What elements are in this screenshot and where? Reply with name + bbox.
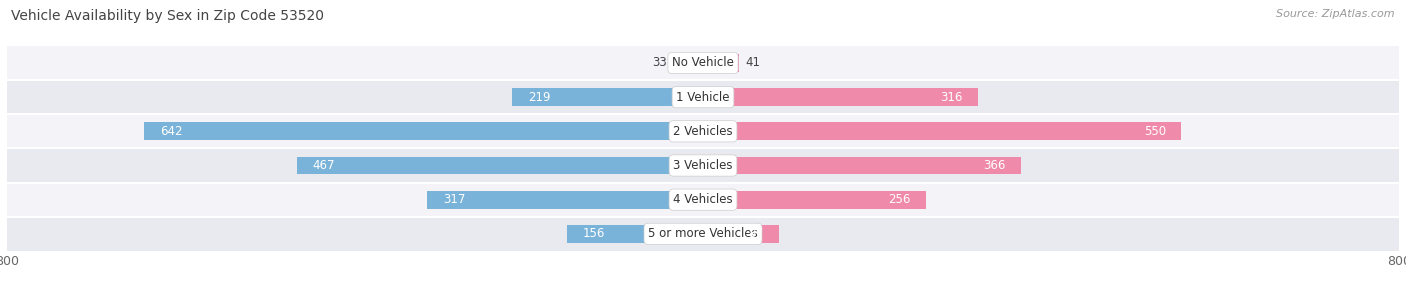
Bar <box>7 46 1399 80</box>
Text: 256: 256 <box>887 193 910 206</box>
Text: 366: 366 <box>983 159 1005 172</box>
Text: 33: 33 <box>652 57 668 69</box>
Text: 1 Vehicle: 1 Vehicle <box>676 91 730 104</box>
Bar <box>7 217 1399 251</box>
Text: 219: 219 <box>529 91 551 104</box>
Text: 2 Vehicles: 2 Vehicles <box>673 125 733 138</box>
Text: 316: 316 <box>939 91 962 104</box>
Text: Vehicle Availability by Sex in Zip Code 53520: Vehicle Availability by Sex in Zip Code … <box>11 9 325 23</box>
Text: No Vehicle: No Vehicle <box>672 57 734 69</box>
Text: 317: 317 <box>443 193 465 206</box>
Text: 87: 87 <box>748 227 763 240</box>
Bar <box>297 157 703 174</box>
Bar <box>703 122 1181 140</box>
Bar <box>427 191 703 209</box>
Bar <box>703 225 779 243</box>
Text: 3 Vehicles: 3 Vehicles <box>673 159 733 172</box>
Text: 41: 41 <box>745 57 761 69</box>
Bar <box>145 122 703 140</box>
Text: 4 Vehicles: 4 Vehicles <box>673 193 733 206</box>
Bar <box>703 88 979 106</box>
Bar <box>703 191 925 209</box>
Text: 642: 642 <box>160 125 183 138</box>
Bar <box>567 225 703 243</box>
Bar <box>703 157 1021 174</box>
Bar <box>7 114 1399 148</box>
Bar <box>7 80 1399 114</box>
Text: 5 or more Vehicles: 5 or more Vehicles <box>648 227 758 240</box>
Text: Source: ZipAtlas.com: Source: ZipAtlas.com <box>1277 9 1395 19</box>
Text: 467: 467 <box>312 159 335 172</box>
Bar <box>703 54 738 72</box>
Bar <box>675 54 703 72</box>
Bar <box>7 183 1399 217</box>
Bar <box>7 148 1399 183</box>
Text: 550: 550 <box>1143 125 1166 138</box>
Text: 156: 156 <box>583 227 606 240</box>
Bar <box>512 88 703 106</box>
